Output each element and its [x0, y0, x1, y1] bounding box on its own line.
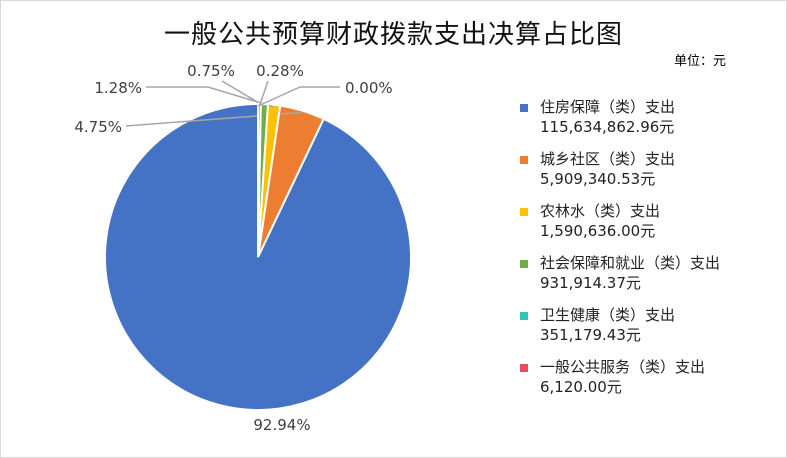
- chart-title: 一般公共预算财政拨款支出决算占比图: [163, 20, 623, 50]
- data-label: 4.75%: [74, 118, 122, 136]
- legend-series-name: 卫生健康（类）支出: [540, 306, 676, 324]
- legend-swatch: [520, 312, 528, 320]
- legend-series-value: 115,634,862.96元: [540, 118, 675, 136]
- legend-item: 社会保障和就业（类）支出 931,914.37元: [520, 253, 720, 305]
- legend-item: 城乡社区（类）支出 5,909,340.53元: [520, 149, 720, 201]
- legend-swatch: [520, 260, 528, 268]
- legend-swatch: [520, 104, 528, 112]
- legend-swatch: [520, 156, 528, 164]
- leader-line: [257, 86, 340, 107]
- legend-item: 住房保障（类）支出 115,634,862.96元: [520, 97, 720, 149]
- leader-line: [146, 86, 275, 108]
- legend-series-name: 农林水（类）支出: [540, 202, 661, 220]
- data-label: 92.94%: [253, 416, 310, 434]
- legend-swatch: [520, 208, 528, 216]
- data-label: 1.28%: [94, 79, 142, 97]
- legend-series-value: 351,179.43元: [540, 326, 641, 344]
- legend-series-name: 住房保障（类）支出: [540, 98, 676, 116]
- legend-series-value: 931,914.37元: [540, 274, 641, 292]
- leader-line: [258, 80, 269, 107]
- legend-series-value: 6,120.00元: [540, 378, 622, 396]
- legend-series-name: 一般公共服务（类）支出: [540, 358, 706, 376]
- legend-item: 农林水（类）支出 1,590,636.00元: [520, 201, 720, 253]
- legend-series-name: 城乡社区（类）支出: [540, 150, 676, 168]
- legend-series-name: 社会保障和就业（类）支出: [540, 254, 721, 272]
- chart-legend: 住房保障（类）支出 115,634,862.96元 城乡社区（类）支出 5,909,3…: [520, 97, 720, 409]
- legend-item: 一般公共服务（类）支出 6,120.00元: [520, 357, 720, 409]
- unit-label: 单位：元: [674, 54, 727, 69]
- legend-swatch: [520, 364, 528, 372]
- data-label: 0.75%: [187, 62, 235, 80]
- data-label: 0.00%: [345, 79, 393, 97]
- data-label: 0.28%: [256, 62, 304, 80]
- legend-series-value: 1,590,636.00元: [540, 222, 656, 240]
- legend-item: 卫生健康（类）支出 351,179.43元: [520, 305, 720, 357]
- leader-line: [221, 80, 265, 107]
- legend-series-value: 5,909,340.53元: [540, 170, 656, 188]
